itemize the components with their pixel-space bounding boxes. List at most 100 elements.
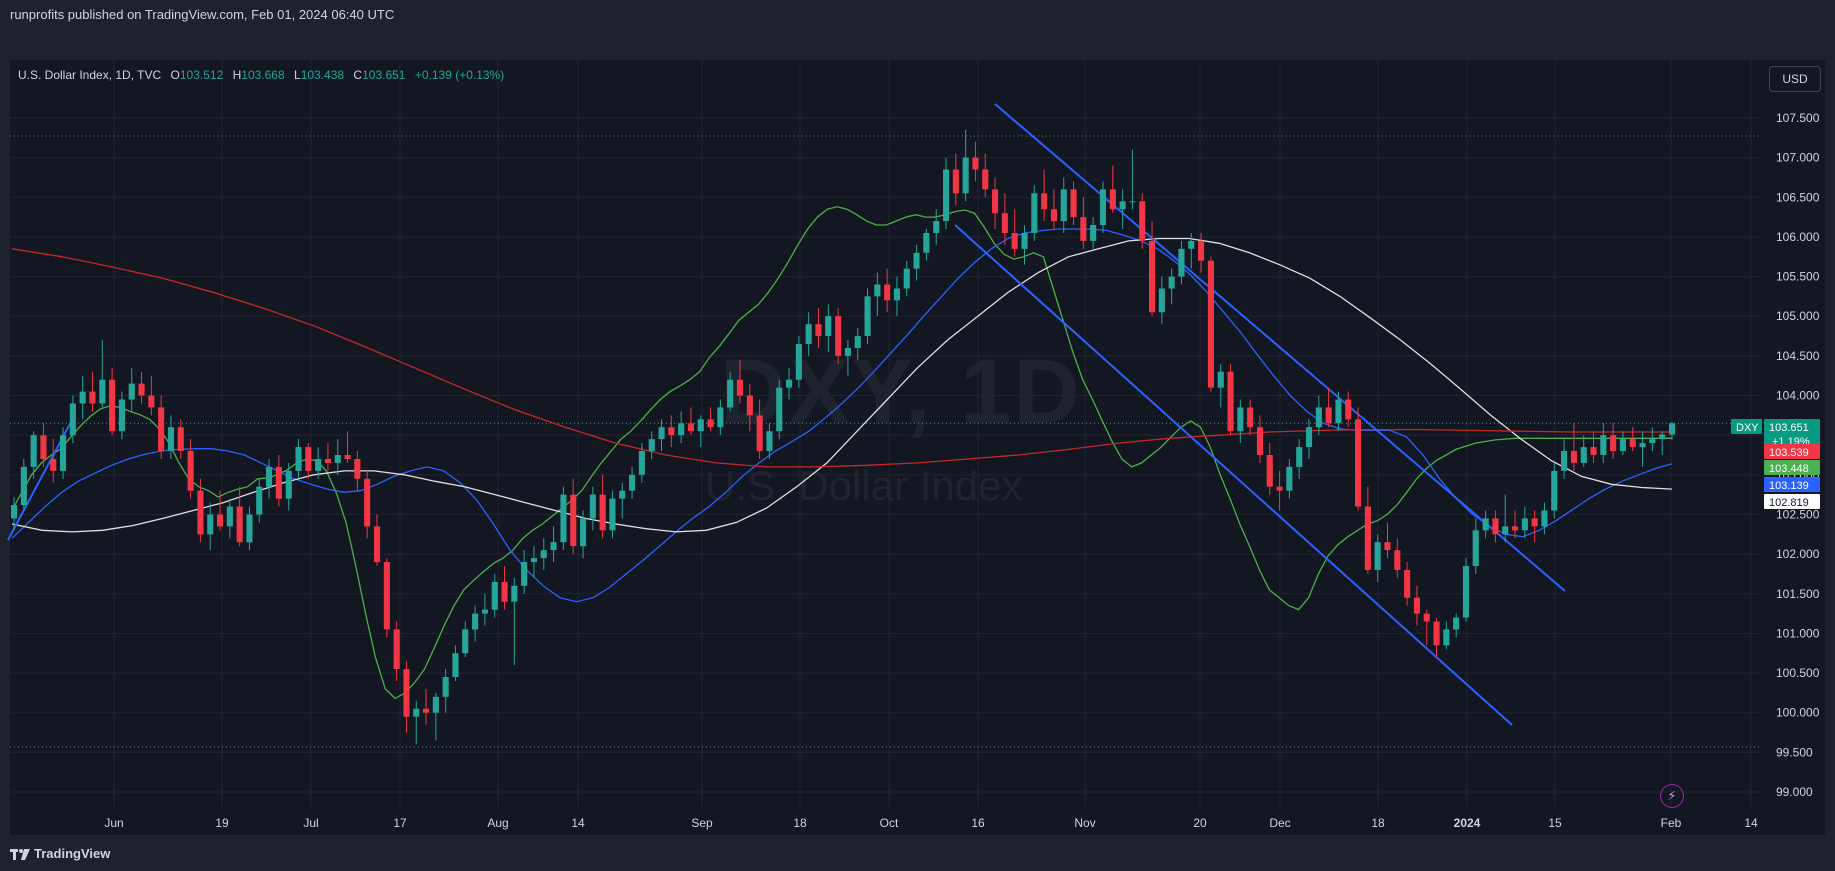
candle-body[interactable]: [599, 494, 606, 531]
candle-body[interactable]: [109, 379, 116, 432]
candle-body[interactable]: [1296, 447, 1303, 467]
candle-body[interactable]: [207, 514, 214, 535]
candle-body[interactable]: [1227, 371, 1234, 432]
candle-body[interactable]: [1080, 217, 1087, 241]
candle-body[interactable]: [1207, 260, 1214, 388]
candle-body[interactable]: [1364, 506, 1371, 570]
candle-body[interactable]: [432, 696, 439, 713]
candle-body[interactable]: [1531, 518, 1538, 527]
candle-body[interactable]: [1639, 443, 1646, 448]
candle-body[interactable]: [187, 451, 194, 491]
candle-body[interactable]: [40, 435, 47, 459]
candle-body[interactable]: [884, 284, 891, 301]
candle-body[interactable]: [1600, 435, 1607, 455]
candle-body[interactable]: [1355, 419, 1362, 507]
candle-body[interactable]: [413, 708, 420, 717]
candle-body[interactable]: [1492, 518, 1499, 535]
candle-body[interactable]: [1315, 407, 1322, 428]
candle-body[interactable]: [1266, 455, 1273, 487]
candle-body[interactable]: [795, 344, 802, 380]
candle-body[interactable]: [1247, 407, 1254, 428]
candle-body[interactable]: [481, 609, 488, 614]
candle-body[interactable]: [962, 157, 969, 194]
candle-body[interactable]: [648, 439, 655, 451]
candle-body[interactable]: [1276, 486, 1283, 491]
candle-body[interactable]: [442, 677, 449, 697]
candle-body[interactable]: [864, 296, 871, 336]
candle-body[interactable]: [246, 514, 253, 543]
candle-body[interactable]: [1139, 201, 1146, 241]
candle-body[interactable]: [1149, 240, 1156, 313]
candle-body[interactable]: [570, 494, 577, 547]
candle-body[interactable]: [746, 395, 753, 416]
candle-body[interactable]: [1512, 526, 1519, 531]
candle-body[interactable]: [1168, 276, 1175, 289]
candle-body[interactable]: [99, 379, 106, 404]
candle-body[interactable]: [1345, 399, 1352, 420]
candle-body[interactable]: [1472, 530, 1479, 566]
candle-body[interactable]: [687, 423, 694, 432]
candle-body[interactable]: [776, 387, 783, 432]
candle-body[interactable]: [1482, 518, 1489, 531]
candle-body[interactable]: [1070, 189, 1077, 218]
candle-body[interactable]: [79, 391, 86, 404]
candle-body[interactable]: [619, 490, 626, 499]
candle-body[interactable]: [717, 407, 724, 428]
candle-body[interactable]: [11, 505, 18, 519]
candle-body[interactable]: [913, 252, 920, 269]
candle-body[interactable]: [943, 169, 950, 222]
candle-body[interactable]: [1060, 189, 1067, 222]
candle-body[interactable]: [1629, 439, 1636, 447]
candle-body[interactable]: [50, 459, 57, 471]
candle-body[interactable]: [383, 562, 390, 630]
candle-body[interactable]: [1286, 466, 1293, 491]
candle-body[interactable]: [1453, 617, 1460, 630]
tradingview-logo[interactable]: TradingView: [10, 846, 110, 861]
candle-body[interactable]: [1404, 570, 1411, 598]
candle-body[interactable]: [1443, 629, 1450, 646]
candle-body[interactable]: [933, 221, 940, 233]
candle-body[interactable]: [815, 324, 822, 337]
candle-body[interactable]: [1394, 550, 1401, 570]
candle-body[interactable]: [1462, 566, 1469, 618]
candle-body[interactable]: [1521, 518, 1528, 531]
candle-body[interactable]: [756, 415, 763, 452]
candle-body[interactable]: [315, 459, 322, 471]
candle-body[interactable]: [256, 486, 263, 515]
candle-body[interactable]: [60, 435, 67, 471]
candle-body[interactable]: [128, 383, 135, 400]
candle-body[interactable]: [805, 324, 812, 344]
candle-body[interactable]: [89, 391, 96, 404]
candle-body[interactable]: [1001, 213, 1008, 233]
candle-body[interactable]: [158, 407, 165, 451]
candle-body[interactable]: [344, 455, 351, 459]
candle-body[interactable]: [1099, 189, 1106, 226]
candle-body[interactable]: [952, 169, 959, 194]
candle-body[interactable]: [766, 431, 773, 451]
candle-body[interactable]: [1021, 233, 1028, 249]
candle-body[interactable]: [1158, 288, 1165, 313]
candle-body[interactable]: [1129, 201, 1136, 203]
lightning-icon[interactable]: ⚡: [1660, 784, 1684, 808]
candle-body[interactable]: [1551, 470, 1558, 511]
candle-body[interactable]: [1413, 597, 1420, 614]
candle-body[interactable]: [972, 157, 979, 170]
candle-body[interactable]: [334, 455, 341, 463]
candle-body[interactable]: [1198, 240, 1205, 261]
candle-body[interactable]: [1384, 542, 1391, 551]
candle-body[interactable]: [1325, 407, 1332, 424]
candle-body[interactable]: [305, 447, 312, 471]
candle-body[interactable]: [727, 379, 734, 408]
candle-body[interactable]: [20, 466, 27, 505]
candle-body[interactable]: [1570, 451, 1577, 463]
candle-body[interactable]: [374, 526, 381, 563]
candle-body[interactable]: [835, 316, 842, 356]
candle-body[interactable]: [1050, 209, 1057, 222]
candle-body[interactable]: [1335, 399, 1342, 424]
candle-body[interactable]: [1610, 435, 1617, 452]
candle-body[interactable]: [1188, 240, 1195, 249]
candle-body[interactable]: [1237, 407, 1244, 432]
candle-body[interactable]: [226, 506, 233, 527]
candle-body[interactable]: [472, 613, 479, 630]
